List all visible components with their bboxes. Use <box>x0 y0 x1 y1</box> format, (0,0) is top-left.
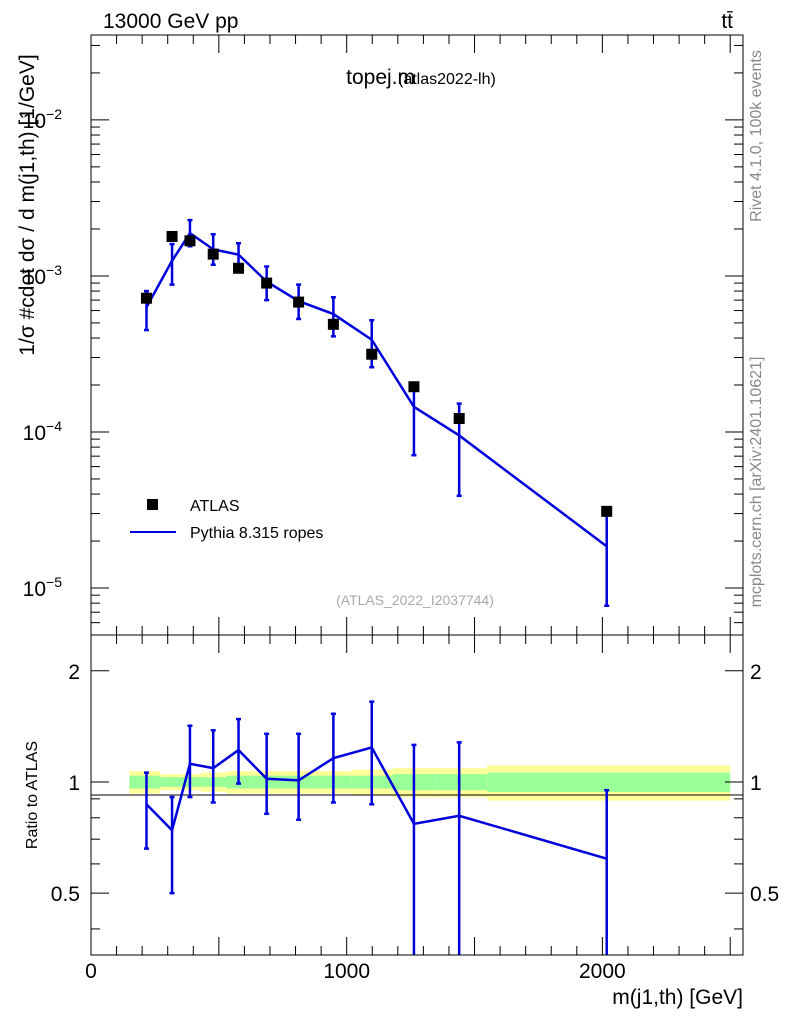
main-frame <box>90 34 744 636</box>
ratio-inner-band <box>436 774 488 791</box>
ratio-y-tick-label-right: 0.5 <box>750 883 779 906</box>
atlas-data-point <box>184 235 196 247</box>
data-series <box>140 230 613 517</box>
mcplots-label: mcplots.cern.ch [arXiv:2401.10621] <box>748 357 765 608</box>
analysis-watermark: (ATLAS_2022_I2037744) <box>336 592 494 608</box>
ratio-y-tick-labels: 0.5 0.5 1 1 2 2 <box>51 661 779 906</box>
atlas-data-point <box>293 296 305 308</box>
y-tick-label: 10−3 <box>23 262 63 289</box>
main-y-tick-labels: 10−510−410−310−2 <box>23 106 63 601</box>
process-label: tt̄ <box>721 10 733 33</box>
x-tick-label: 2000 <box>579 960 626 983</box>
x-tick-labels: 0 1000 2000 <box>85 960 626 983</box>
legend-pythia-label: Pythia 8.315 ropes <box>190 525 323 542</box>
ratio-inner-band <box>160 777 181 787</box>
atlas-data-point <box>601 505 613 517</box>
atlas-data-point <box>140 292 152 304</box>
atlas-data-point <box>327 318 339 330</box>
atlas-data-point <box>453 413 465 425</box>
x-tick-label: 0 <box>85 960 97 983</box>
ratio-y-tick-label-right: 2 <box>750 661 762 684</box>
mc-series <box>143 218 610 607</box>
legend: ATLAS Pythia 8.315 ropes <box>130 498 323 542</box>
plot-subtitle: (atlas2022-lh) <box>398 71 496 88</box>
ratio-ticks <box>90 635 743 955</box>
main-panel: 10−510−410−310−2 topej.m (atlas2022-lh) … <box>16 34 744 636</box>
ratio-frame <box>90 634 744 956</box>
legend-atlas-label: ATLAS <box>190 498 240 515</box>
ratio-y-tick-label-left: 1 <box>68 772 80 795</box>
ratio-y-tick-label-right: 1 <box>750 772 762 795</box>
atlas-data-point <box>166 230 178 242</box>
legend-atlas-marker <box>147 499 158 510</box>
atlas-data-point <box>207 248 219 260</box>
atlas-data-point <box>366 348 378 360</box>
x-axis-title: m(j1,th) [GeV] <box>612 986 743 1009</box>
ratio-y-tick-label-left: 0.5 <box>51 883 80 906</box>
atlas-data-point <box>408 381 420 393</box>
ratio-line <box>145 745 608 860</box>
ratio-y-axis-title: Ratio to ATLAS <box>24 741 41 849</box>
atlas-data-point <box>233 262 245 274</box>
y-tick-label: 10−5 <box>23 574 63 601</box>
ratio-panel: 0.5 0.5 1 1 2 2 Ratio to ATLAS <box>24 634 779 956</box>
ratio-inner-band <box>487 772 731 792</box>
y-axis-title: 1/σ #cdot dσ / d m(j1,th) [1/GeV] <box>16 54 39 355</box>
x-tick-label: 1000 <box>323 960 370 983</box>
y-tick-label: 10−4 <box>23 418 63 445</box>
rivet-label: Rivet 4.1.0, 100k events <box>748 50 765 222</box>
energy-label: 13000 GeV pp <box>103 10 238 33</box>
plot-title: topej.m <box>346 66 415 89</box>
main-ticks <box>90 35 743 635</box>
ratio-inner-band <box>129 775 161 789</box>
ratio-mc-series <box>143 700 610 955</box>
atlas-data-point <box>261 277 273 289</box>
ratio-y-tick-label-left: 2 <box>68 661 80 684</box>
